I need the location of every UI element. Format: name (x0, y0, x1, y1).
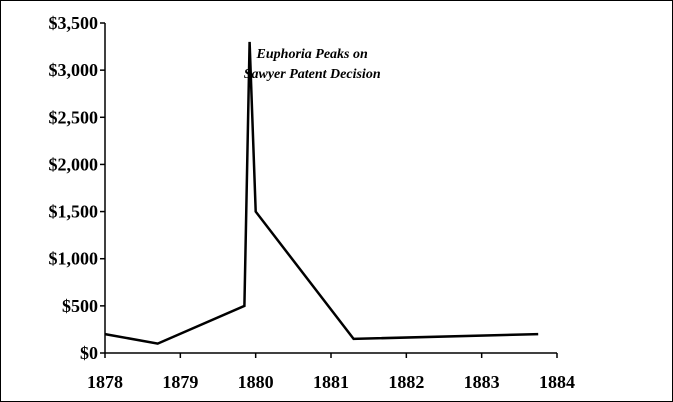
x-tick-label: 1883 (464, 372, 500, 392)
series-group (104, 41, 539, 345)
y-tick-label: $2,000 (49, 154, 99, 174)
x-tick-label: 1882 (388, 372, 424, 392)
y-tick-label: $3,500 (49, 13, 99, 33)
y-tick-label: $0 (80, 343, 98, 363)
x-tick-label: 1881 (313, 372, 349, 392)
x-tick-label: 1880 (238, 372, 274, 392)
x-tick-label: 1884 (539, 372, 575, 392)
y-axis-ticks: $0 $500 $1,000 $1,500 $2,000 $2,500 $3,000 $3,5… (49, 13, 105, 363)
y-tick-label: $1,000 (49, 249, 99, 269)
annotation-line-1: Euphoria Peaks on (256, 47, 368, 62)
x-tick-label: 1878 (87, 372, 123, 392)
y-tick-label: $1,500 (49, 202, 99, 222)
y-tick-label: $3,000 (49, 60, 99, 80)
x-tick-label: 1879 (162, 372, 198, 392)
annotations: Euphoria Peaks on Sawyer Patent Decision (244, 47, 381, 82)
series-line (104, 41, 539, 345)
y-tick-label: $2,500 (49, 107, 99, 127)
annotation-line-2: Sawyer Patent Decision (244, 67, 381, 82)
x-axis-ticks: 1878 1879 1880 1881 1882 1883 1884 (87, 353, 575, 392)
y-tick-label: $500 (62, 296, 98, 316)
